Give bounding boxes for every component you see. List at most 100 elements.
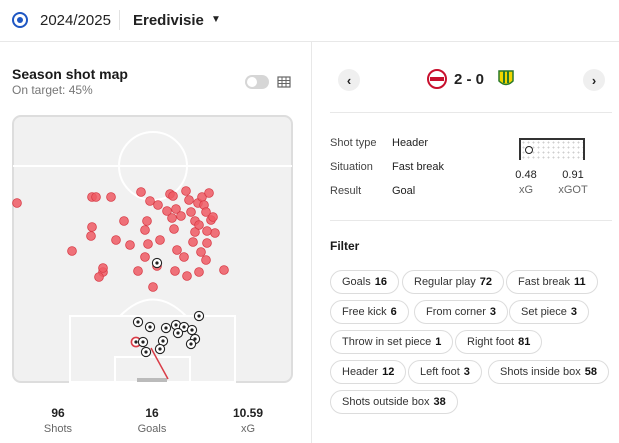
filter-chip-from-corner[interactable]: From corner 3 [414,300,509,324]
shot-marker-miss[interactable] [140,225,150,235]
caret-down-icon[interactable]: ▼ [211,14,221,25]
filter-chip-regular-play[interactable]: Regular play 72 [402,270,505,294]
filter-chip-right-foot[interactable]: Right foot 81 [455,330,543,354]
shot-marker-miss[interactable] [143,239,153,249]
chip-count: 81 [518,336,531,348]
ball-icon [164,326,168,330]
shot-marker-miss[interactable] [86,231,96,241]
chip-label: Fast break [518,276,570,288]
chip-label: From corner [426,306,486,318]
brand-logo-icon[interactable] [12,12,28,28]
shot-marker-miss[interactable] [179,252,189,262]
shot-marker-miss[interactable] [169,224,179,234]
shot-marker-miss[interactable] [140,252,150,262]
divider [330,112,612,113]
shot-marker-miss[interactable] [184,195,194,205]
filter-chip-free-kick[interactable]: Free kick 6 [330,300,409,324]
shot-marker-miss[interactable] [155,235,165,245]
shot-marker-miss[interactable] [202,238,212,248]
shot-marker-miss[interactable] [167,213,177,223]
filter-chip-inside-box[interactable]: Shots inside box 58 [488,360,609,384]
shot-marker-miss[interactable] [106,192,116,202]
ball-icon [189,342,193,346]
shot-marker-miss[interactable] [201,207,211,217]
ball-icon [161,339,165,343]
shot-marker-miss[interactable] [136,187,146,197]
ball-icon [176,331,180,335]
filter-chip-left-foot[interactable]: Left foot 3 [408,360,482,384]
chip-count: 1 [435,336,442,348]
shot-marker-miss[interactable] [67,246,77,256]
pitch[interactable] [12,115,293,383]
shot-marker-miss[interactable] [91,192,101,202]
shot-marker-miss[interactable] [162,206,172,216]
ball-icon [141,340,145,344]
shot-marker-miss[interactable] [168,191,178,201]
filter-chip-set-piece[interactable]: Set piece 3 [509,300,589,324]
chip-label: Shots outside box [342,396,430,408]
shot-marker-miss[interactable] [182,271,192,281]
stat-value: 10.59 [232,406,264,420]
shot-marker-miss[interactable] [145,196,155,206]
shot-marker-miss[interactable] [176,211,186,221]
shot-marker-miss[interactable] [186,207,196,217]
shot-marker-miss[interactable] [148,282,158,292]
chevron-left-icon[interactable]: ‹ [338,69,360,91]
shot-marker-miss[interactable] [219,265,229,275]
shot-marker-miss[interactable] [204,188,214,198]
shot-marker-miss[interactable] [194,267,204,277]
shot-marker-miss[interactable] [133,266,143,276]
result-value: Goal [392,185,416,197]
filter-chip-throw-in[interactable]: Throw in set piece 1 [330,330,454,354]
home-team-badge[interactable] [427,69,447,89]
shot-map-panel: Season shot map On target: 45% 96 Shots … [0,42,310,443]
shot-marker-miss[interactable] [94,272,104,282]
chip-count: 6 [390,306,397,318]
ball-icon [197,314,201,318]
shot-marker-miss[interactable] [172,245,182,255]
shot-marker-miss[interactable] [12,198,22,208]
shot-marker-miss[interactable] [170,266,180,276]
ball-icon [136,320,140,324]
filter-chip-outside-box[interactable]: Shots outside box 38 [330,390,458,414]
shot-marker-miss[interactable] [171,204,181,214]
chevron-right-icon[interactable]: › [583,69,605,91]
shot-marker-miss[interactable] [202,226,212,236]
shot-marker-miss[interactable] [98,263,108,273]
goal-frame-diagram [519,138,585,160]
shot-marker-miss[interactable] [181,186,191,196]
season-selector[interactable]: 2024/2025 [40,12,111,29]
shot-marker-miss[interactable] [201,255,211,265]
away-team-badge[interactable] [496,69,516,89]
ball-icon [148,325,152,329]
chip-count: 38 [433,396,446,408]
shot-marker-miss[interactable] [208,212,218,222]
grid-icon[interactable] [277,75,291,89]
chip-label: Free kick [342,306,387,318]
filter-chip-goals[interactable]: Goals 16 [330,270,399,294]
chip-label: Throw in set piece [342,336,432,348]
league-selector[interactable]: Eredivisie [133,12,204,29]
selected-shot-trajectory [150,347,169,380]
divider [330,220,612,221]
shot-marker-miss[interactable] [125,240,135,250]
shot-marker-miss[interactable] [142,216,152,226]
shot-marker-miss[interactable] [119,216,129,226]
toggle-switch[interactable] [245,75,269,89]
shot-marker-miss[interactable] [210,228,220,238]
filter-chip-header[interactable]: Header 12 [330,360,407,384]
filter-chip-fast-break[interactable]: Fast break 11 [506,270,598,294]
shot-marker-miss[interactable] [111,235,121,245]
ball-icon [155,261,159,265]
shot-marker-miss[interactable] [196,247,206,257]
shot-marker-miss[interactable] [87,222,97,232]
situation-value: Fast break [392,161,444,173]
shots-layer [12,186,229,358]
ball-icon [190,328,194,332]
chip-count: 3 [463,366,470,378]
shot-marker-miss[interactable] [194,220,204,230]
shot-marker-miss[interactable] [153,200,163,210]
shot-marker-miss[interactable] [188,237,198,247]
shot-detail-panel: ‹ 2 - 0 › Shot type Header Situation Fas… [311,42,619,443]
ball-icon [182,325,186,329]
